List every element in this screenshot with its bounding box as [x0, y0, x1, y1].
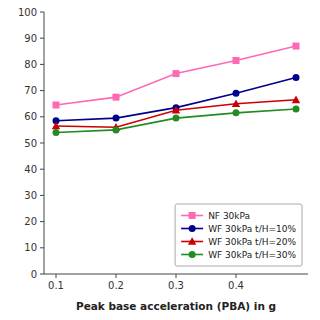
- y-tick: [40, 221, 44, 222]
- y-tick: [40, 38, 44, 39]
- data-point: [233, 90, 240, 97]
- data-point: [232, 100, 240, 108]
- y-tick: [40, 90, 44, 91]
- x-tick: [116, 274, 117, 278]
- x-tick-label: 0.2: [108, 280, 124, 291]
- y-tick-label: 30: [24, 190, 37, 201]
- y-tick-label: 0: [31, 269, 37, 280]
- data-point: [293, 43, 300, 50]
- data-point: [233, 109, 240, 116]
- y-tick-label: 10: [24, 242, 37, 253]
- legend-marker: [189, 225, 196, 232]
- legend-label: WF 30kPa t/H=20%: [208, 237, 296, 247]
- y-tick-label: 60: [24, 111, 37, 122]
- y-tick-label: 90: [24, 33, 37, 44]
- y-tick: [40, 116, 44, 117]
- legend-label: WF 30kPa t/H=30%: [208, 250, 296, 260]
- legend-label: WF 30kPa t/H=10%: [208, 224, 296, 234]
- data-point: [113, 94, 120, 101]
- legend-box: [175, 204, 302, 266]
- data-point: [293, 105, 300, 112]
- data-point: [233, 57, 240, 64]
- series-line: [56, 109, 296, 133]
- y-tick: [40, 143, 44, 144]
- y-tick: [40, 195, 44, 196]
- data-point: [52, 122, 60, 130]
- data-point: [173, 115, 180, 122]
- legend-marker: [188, 237, 196, 245]
- data-point: [292, 96, 300, 104]
- y-tick: [40, 247, 44, 248]
- chart-svg: 0.1 0.2 0.3 0.4 0 10 20 30 40 50 60 70 80 90 100 Peak b…: [0, 0, 320, 320]
- series-line: [56, 46, 296, 105]
- data-point: [53, 129, 60, 136]
- x-tick-label: 0.1: [48, 280, 64, 291]
- y-tick: [40, 64, 44, 65]
- plot-area: [52, 43, 300, 136]
- y-tick-label: 50: [24, 138, 37, 149]
- data-point: [172, 106, 180, 114]
- series-line: [56, 100, 296, 128]
- x-tick: [236, 274, 237, 278]
- legend-marker: [189, 251, 196, 258]
- y-tick-label: 70: [24, 85, 37, 96]
- chart-container: 0.1 0.2 0.3 0.4 0 10 20 30 40 50 60 70 80 90 100 Peak b…: [0, 0, 320, 320]
- data-point: [113, 126, 120, 133]
- y-tick: [40, 169, 44, 170]
- x-tick: [176, 274, 177, 278]
- y-tick: [40, 12, 44, 13]
- x-axis-label: Peak base acceleration (PBA) in g: [76, 300, 276, 312]
- legend: NF 30kPa WF 30kPa t/H=10% WF 30kPa t/H=20%…: [175, 204, 302, 266]
- y-tick-label: 20: [24, 216, 37, 227]
- legend-label: NF 30kPa: [208, 211, 250, 221]
- data-point: [113, 115, 120, 122]
- y-tick-label: 80: [24, 59, 37, 70]
- x-tick-label: 0.4: [228, 280, 244, 291]
- x-tick: [56, 274, 57, 278]
- series-line: [56, 78, 296, 121]
- legend-marker: [189, 212, 196, 219]
- y-tick: [40, 274, 44, 275]
- data-point: [53, 102, 60, 109]
- data-point: [173, 70, 180, 77]
- y-tick-label: 100: [18, 7, 37, 18]
- y-tick-label: 40: [24, 164, 37, 175]
- data-point: [293, 74, 300, 81]
- x-tick-label: 0.3: [168, 280, 184, 291]
